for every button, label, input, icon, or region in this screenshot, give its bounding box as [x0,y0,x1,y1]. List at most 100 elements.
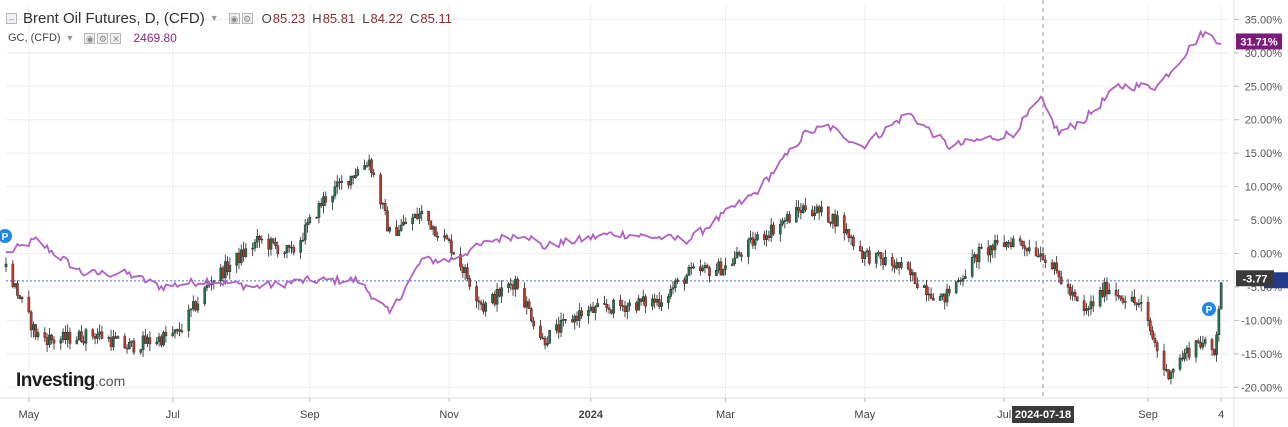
candle-body [740,254,743,257]
candle-body [276,245,280,255]
candle-body [1043,259,1047,263]
candle-body [461,266,465,273]
candle-body [340,181,344,183]
candle-body [347,181,350,186]
candle-body [735,252,739,259]
candle-body [324,196,328,203]
candle-body [683,279,686,284]
eye-icon[interactable]: ◉ [84,32,96,44]
candle-body [916,283,919,288]
candle-body [1135,302,1138,306]
candle-body [155,341,159,345]
candle-body [383,203,387,211]
candle-body [977,247,981,262]
candle-body [482,304,485,312]
settings-icon[interactable]: ⚙ [241,12,253,24]
chevron-down-icon[interactable]: ▼ [209,13,219,23]
candle-body [267,238,270,250]
candle-body [160,336,163,346]
candle-body [1217,308,1221,335]
candle-body [1130,296,1134,302]
candle-body [107,337,111,339]
candle-body [573,315,577,323]
x-tick-label: Jul [997,409,1011,421]
x-tick-label: 4 [1218,409,1224,421]
candle-body [603,303,606,305]
candle-body [1073,291,1077,297]
candle-body [539,325,542,339]
candle-body [753,239,757,246]
candle-body [571,319,574,323]
eye-icon[interactable]: ◉ [228,12,240,24]
candle-body [338,181,341,184]
candle-body [1085,308,1088,312]
candle-body [173,329,177,334]
candle-body [637,298,640,311]
candle-body [164,332,168,337]
legend-compare: GC, (CFD) ▼ ◉ ⚙ ✕ 2469.80 [6,28,452,48]
candle-body [701,267,704,272]
x-tick-label: Sep [1138,409,1158,421]
p-marker[interactable] [0,229,12,243]
candle-body [251,247,254,250]
candle-body [114,336,117,339]
candle-body [98,331,101,335]
candle-body [737,252,741,256]
candle-body [141,335,145,351]
candle-body [418,213,421,219]
candle-body [82,341,85,344]
candle-body [1050,262,1054,269]
candle-body [283,252,286,255]
symbol-label[interactable]: Brent Oil Futures, D, (CFD) [23,9,205,27]
ohlc-close-value: 85.11 [420,10,452,26]
y-tick-label: 35.00% [1245,14,1283,26]
candle-body [826,206,830,223]
candle-body [1107,290,1111,295]
candle-body [890,256,894,266]
close-icon[interactable]: ✕ [110,32,122,44]
candle-body [301,239,305,242]
candle-body [333,186,337,197]
candle-body [75,339,79,344]
minimize-icon[interactable]: – [6,12,17,24]
candle-body [1178,357,1182,370]
candle-body [479,301,483,305]
candle-body [589,306,593,311]
candle-body [877,252,880,254]
candle-body [605,304,609,309]
candle-body [13,283,17,287]
candle-body [363,165,366,170]
candle-body [477,300,481,303]
candle-body [365,165,369,167]
candle-body [703,265,707,269]
candle-body [532,320,535,327]
candle-body [769,224,773,238]
settings-icon[interactable]: ⚙ [97,32,109,44]
candle-body [1023,245,1027,249]
candle-body [226,261,229,272]
ohlc-high-label: H [312,10,322,26]
chevron-down-icon[interactable]: ▼ [65,33,75,43]
candle-body [715,270,718,277]
candle-body [1034,247,1038,257]
p-marker[interactable] [1202,302,1216,316]
candle-body [223,261,227,279]
candle-body [354,175,357,179]
compare-value: 2469.80 [133,31,177,45]
candle-body [1055,262,1058,271]
candle-body [685,275,688,284]
compare-symbol-label[interactable]: GC, (CFD) [8,32,61,44]
candle-body [388,227,392,232]
brent-candles [4,154,1223,385]
candle-body [849,236,853,239]
candle-body [397,230,401,236]
candle-body [1137,303,1141,306]
candle-body [1075,296,1079,301]
candle-body [879,252,883,259]
candle-body [1155,342,1159,352]
candle-body [162,332,165,346]
candle-body [381,203,385,205]
candle-body [861,250,864,259]
candle-body [980,247,983,249]
